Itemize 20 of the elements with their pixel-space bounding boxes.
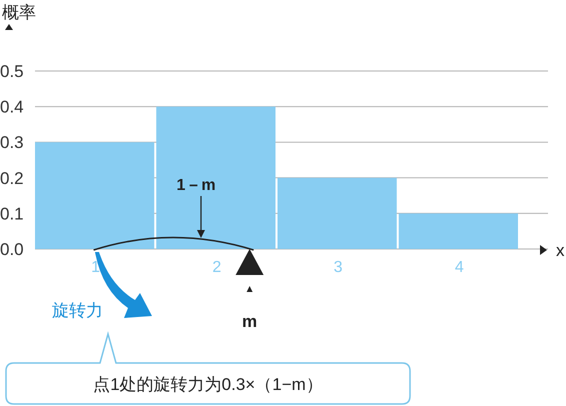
bar bbox=[398, 213, 518, 249]
y-tick-label: 0.3 bbox=[0, 133, 24, 152]
x-tick-label: 2 bbox=[212, 259, 222, 276]
text: 旋转力 bbox=[52, 301, 103, 320]
x-tick-label: 3 bbox=[334, 259, 343, 276]
y-tick-label: 0.5 bbox=[0, 62, 24, 81]
y-axis-title: 概率 bbox=[2, 3, 36, 22]
bar bbox=[278, 178, 397, 249]
y-tick-label: 0.4 bbox=[0, 98, 24, 117]
text: 点1处的旋转力为0.3×（1−m） bbox=[93, 375, 323, 394]
y-tick-label: 0.0 bbox=[0, 240, 24, 259]
annotation: 1－m bbox=[176, 177, 216, 194]
bar bbox=[35, 142, 154, 249]
x-tick-label: 4 bbox=[454, 259, 464, 276]
text: m bbox=[242, 312, 258, 331]
y-tick-label: 0.1 bbox=[0, 204, 24, 224]
y-tick-label: 0.2 bbox=[0, 168, 24, 188]
x-axis-title: x bbox=[556, 241, 565, 260]
x-tick-label: 1 bbox=[91, 259, 100, 276]
bar bbox=[156, 106, 276, 249]
